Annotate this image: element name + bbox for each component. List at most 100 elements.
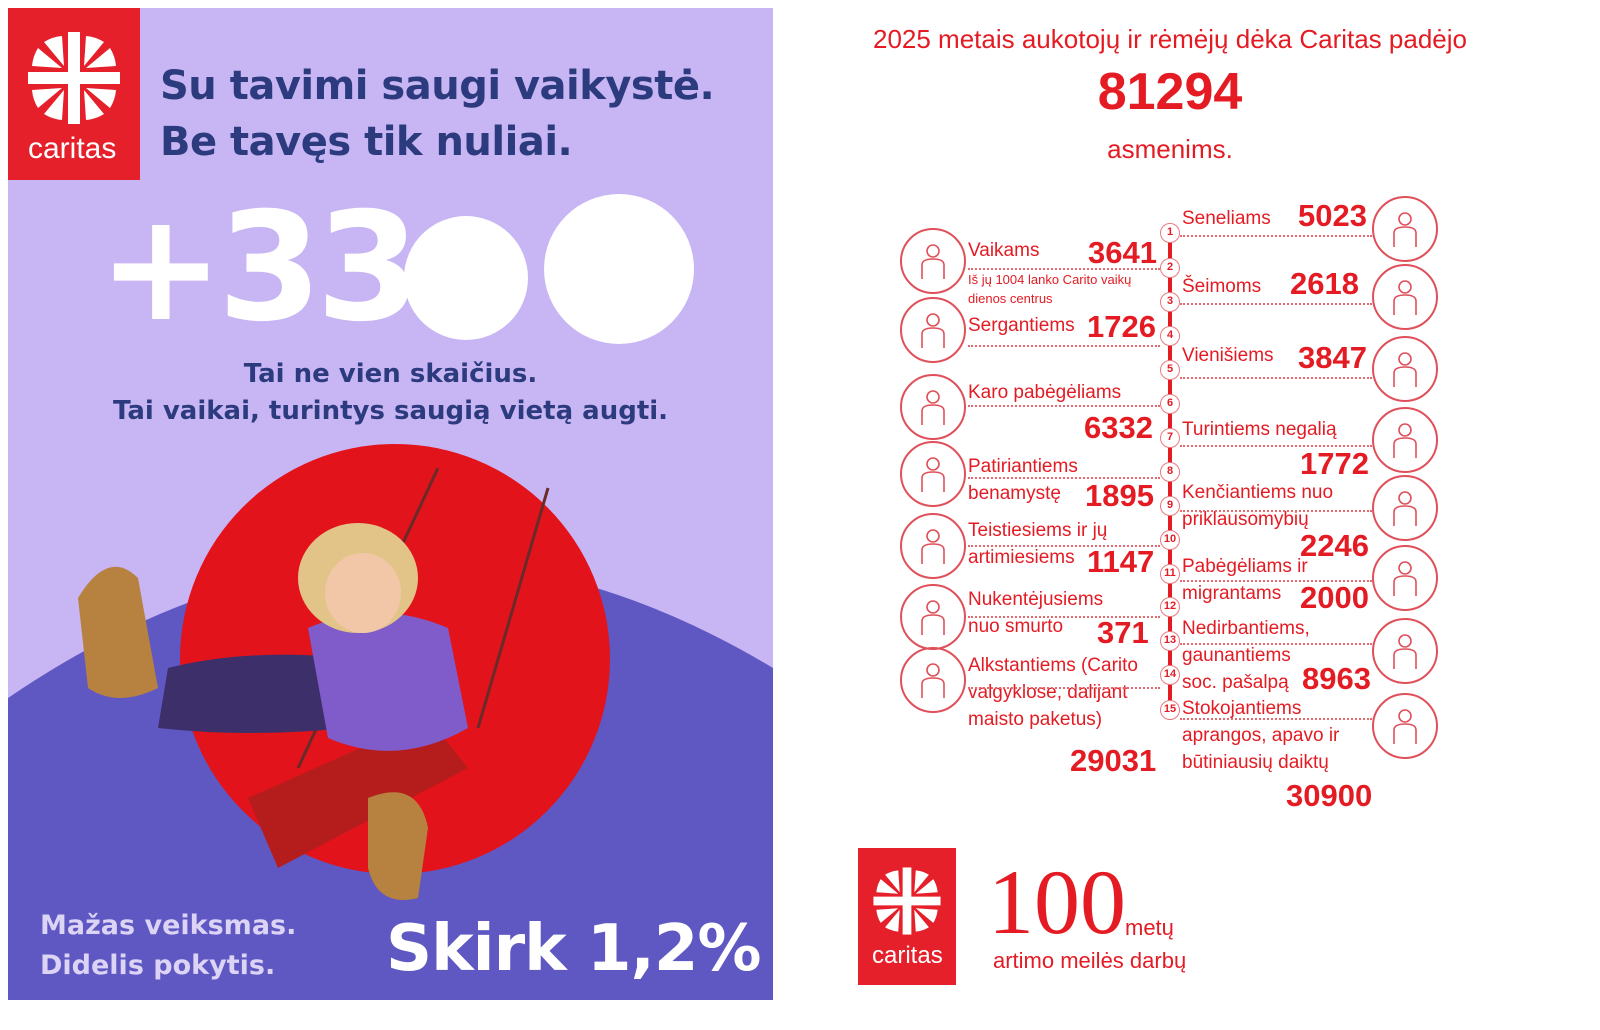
big-number: +33 [98, 181, 420, 355]
dotted-divider [968, 687, 1160, 689]
entry-number: 371 [1097, 615, 1149, 650]
entry-label: artimiesiems [968, 547, 1075, 568]
dotted-divider [968, 268, 1160, 270]
entry-label: Seneliams [1182, 208, 1271, 229]
entry-label: Kenčiantiems nuo [1182, 482, 1334, 503]
clothing-shoes-icon [1372, 693, 1438, 759]
dotted-divider [968, 405, 1160, 407]
entry-label: Patiriantiems [968, 456, 1078, 477]
dotted-divider [968, 545, 1160, 547]
timeline-node: 9 [1160, 496, 1180, 516]
entry-number: 6332 [1084, 410, 1153, 445]
caritas-logo: caritas [8, 8, 140, 180]
subtitle-line: Tai ne vien skaičius. [243, 359, 538, 389]
cta-text: Skirk 1,2% [386, 912, 761, 986]
entry-label: valgyklose, dalijant [968, 682, 1128, 703]
timeline-node: 4 [1160, 326, 1180, 346]
entry-number: 1726 [1087, 309, 1156, 344]
headline-line: Su tavimi saugi vaikystė. [160, 63, 715, 109]
broken-piggy-bank-icon [1372, 618, 1438, 684]
war-refugees-icon [900, 374, 966, 440]
entry-label: nuo smurto [968, 616, 1064, 637]
entry-label: Turintiems negalią [1182, 419, 1337, 440]
entry-label: Nukentėjusiems [968, 589, 1104, 610]
slogan-line: Didelis pokytis. [40, 950, 276, 981]
elderly-couple-icon [1372, 196, 1438, 262]
dotted-divider [968, 477, 1160, 479]
entry-label: priklausomybių [1182, 509, 1309, 530]
entry-number: 8963 [1302, 661, 1371, 696]
entry-label: būtiniausių daiktų [1182, 752, 1329, 773]
entry-label: Vaikams [968, 240, 1040, 261]
dotted-divider [968, 616, 1160, 618]
tagline: artimo meilės darbų [993, 948, 1187, 973]
campaign-poster: caritas Su tavimi saugi vaikystė. Be tav… [8, 8, 773, 1000]
subtitle-line: Tai vaikai, turintys saugią vietą augti. [112, 396, 669, 426]
entry-label: Teistiesiems ir jų [968, 520, 1108, 541]
total-unit: asmenims. [1107, 134, 1233, 164]
timeline-node: 5 [1160, 360, 1180, 380]
no-addiction-icon [1372, 475, 1438, 541]
entry-label: gaunantiems [1182, 645, 1291, 666]
timeline-node: 3 [1160, 292, 1180, 312]
entry-label: Nedirbantiems, [1182, 618, 1310, 639]
timeline-node: 6 [1160, 394, 1180, 414]
entry-number: 3847 [1298, 340, 1367, 375]
entry-number: 1772 [1300, 446, 1369, 481]
entry-number: 2246 [1300, 528, 1369, 563]
dotted-divider [968, 345, 1160, 347]
dotted-divider [1180, 580, 1372, 582]
person-icon [1372, 336, 1438, 402]
entry-number: 30900 [1286, 778, 1373, 813]
prison-bars-icon [900, 513, 966, 579]
timeline-node: 2 [1160, 258, 1180, 278]
entry-number: 1147 [1087, 544, 1155, 579]
entry-label: soc. pašalpą [1182, 672, 1289, 693]
subtitle: Tai ne vien skaičius. Tai vaikai, turint… [8, 356, 773, 430]
logo-wordmark: caritas [872, 942, 943, 969]
homeless-bench-icon [900, 441, 966, 507]
entry-label: Vienišiems [1182, 345, 1274, 366]
entry-number: 3641 [1088, 235, 1157, 270]
crying-person-icon [900, 584, 966, 650]
hospital-bed-icon [900, 297, 966, 363]
logo-wordmark: caritas [28, 132, 117, 165]
entry-label: Karo pabėgėliams [968, 382, 1122, 403]
dotted-divider [1180, 510, 1372, 512]
plate-cutlery-icon [900, 647, 966, 713]
timeline-node: 11 [1160, 564, 1180, 584]
entry-note: Iš jų 1004 lanko Carito vaikų [968, 272, 1132, 287]
caritas-logo: caritas [858, 848, 956, 985]
entry-label: Alkstantiems (Carito [968, 655, 1138, 676]
entry-label: Sergantiems [968, 315, 1075, 336]
headline-line: Be tavęs tik nuliai. [160, 119, 573, 165]
bottom-slogan: Mažas veiksmas. Didelis pokytis. [40, 906, 296, 986]
family-icon [1372, 264, 1438, 330]
timeline-node: 1 [1160, 223, 1180, 243]
timeline-node: 10 [1160, 530, 1180, 550]
disability-icon [1372, 407, 1438, 473]
migrants-icon [1372, 545, 1438, 611]
years-unit: metų [1125, 915, 1174, 940]
dotted-divider [1180, 235, 1372, 237]
dotted-divider [1180, 445, 1372, 447]
entry-label: migrantams [1182, 583, 1282, 604]
timeline-node: 8 [1160, 462, 1180, 482]
entry-label: Stokojantiems [1182, 698, 1302, 719]
timeline-node: 13 [1160, 631, 1180, 651]
dotted-divider [1180, 303, 1372, 305]
entry-number: 29031 [1070, 743, 1157, 778]
headline: Su tavimi saugi vaikystė. Be tavęs tik n… [160, 58, 715, 170]
entry-label: maisto paketus) [968, 709, 1103, 730]
entry-label: benamystę [968, 483, 1061, 504]
zero-circle [544, 194, 694, 344]
entry-label: Pabėgėliams ir [1182, 556, 1308, 577]
slogan-line: Mažas veiksmas. [40, 910, 297, 941]
caritas-cross-icon [28, 32, 120, 124]
infographic-title: 2025 metais aukotojų ir rėmėjų dėka Cari… [872, 24, 1467, 54]
timeline-node: 12 [1160, 597, 1180, 617]
caritas-cross-icon [873, 867, 941, 935]
dotted-divider [1180, 718, 1372, 720]
entry-number: 1895 [1085, 478, 1154, 513]
entry-number: 2000 [1300, 580, 1369, 615]
